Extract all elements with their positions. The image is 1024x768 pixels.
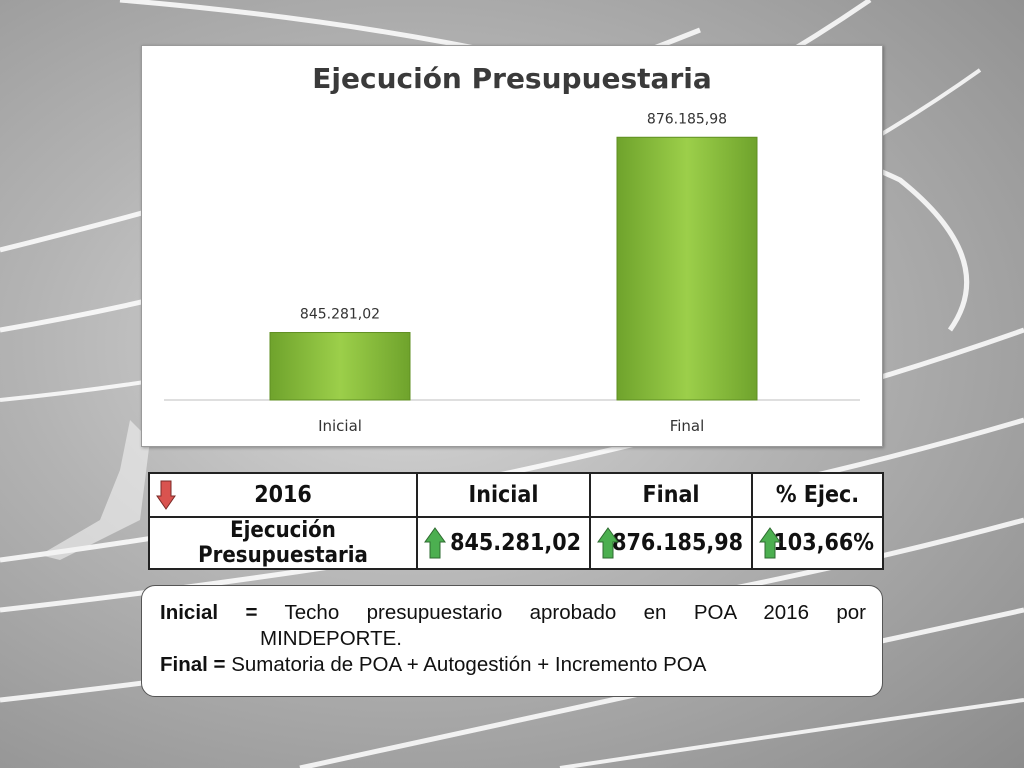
definitions-note: Inicial = Techo presupuestario aprobado … [141, 585, 883, 697]
definition-inicial: Techo presupuestario aprobado en POA 201… [284, 601, 866, 624]
arrow-up-icon [759, 527, 781, 559]
equals-sign: = [245, 601, 258, 624]
value-cell-final: 876.185,98 [589, 516, 753, 570]
header-cell-final: Final [589, 472, 753, 518]
x-tick-label-final: Final [670, 417, 705, 435]
arrow-down-icon [156, 480, 176, 510]
note-final-line: Final = Sumatoria de POA + Autogestión +… [160, 652, 866, 678]
header-label: % Ejec. [775, 482, 860, 508]
note-inicial-line: Inicial = Techo presupuestario aprobado … [160, 600, 866, 626]
note-inicial-continuation: MINDEPORTE. [160, 626, 866, 652]
value-cell-inicial: 845.281,02 [416, 516, 591, 570]
data-label-final: 876.185,98 [647, 111, 727, 127]
arrow-up-icon [424, 527, 446, 559]
bar-chart: 845.281,02 Inicial 876.185,98 Final [164, 111, 860, 435]
value-cell-pct: 103,66% [751, 516, 884, 570]
cell-value: 845.281,02 [450, 530, 581, 556]
header-cell-inicial: Inicial [416, 472, 591, 518]
summary-table: 2016 Inicial Final % Ejec. Ejecución Pre… [148, 472, 884, 570]
term-inicial: Inicial [160, 601, 219, 624]
definition-final: Sumatoria de POA + Autogestión + Increme… [231, 653, 707, 676]
equals-sign: = [213, 653, 226, 676]
table-header-row: 2016 Inicial Final % Ejec. [148, 472, 884, 518]
chart-title: Ejecución Presupuestaria [312, 62, 712, 95]
row-label-cell: Ejecución Presupuestaria [148, 516, 418, 570]
definition-inicial-continued: MINDEPORTE. [260, 627, 402, 650]
cell-value: 876.185,98 [612, 530, 743, 556]
header-label: Inicial [468, 482, 539, 508]
header-label: Final [642, 482, 700, 508]
term-final: Final [160, 653, 208, 676]
bar-inicial [269, 332, 411, 401]
header-cell-year: 2016 [148, 472, 418, 518]
x-tick-label-inicial: Inicial [318, 417, 362, 435]
chart-panel: 845.281,02 Inicial 876.185,98 Final Ejecuci… [141, 45, 883, 447]
row-label: Ejecución Presupuestaria [198, 518, 368, 568]
arrow-up-icon [597, 527, 619, 559]
header-label: 2016 [254, 482, 312, 508]
data-label-inicial: 845.281,02 [300, 307, 380, 323]
header-cell-pct: % Ejec. [751, 472, 884, 518]
cell-value: 103,66% [773, 530, 874, 556]
bar-final [616, 136, 758, 401]
table-row: Ejecución Presupuestaria 845.281,02 876.… [148, 516, 884, 570]
